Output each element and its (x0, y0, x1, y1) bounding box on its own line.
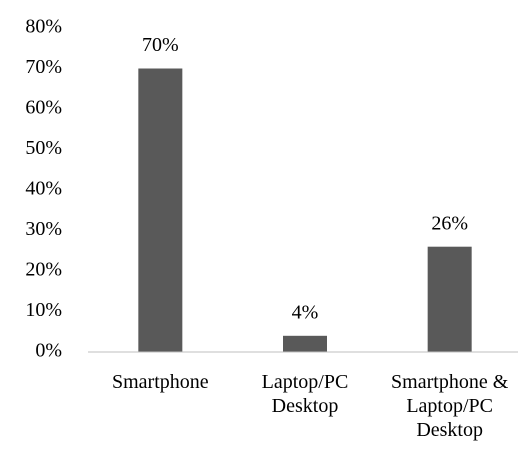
data-label: 26% (431, 212, 468, 234)
data-label: 70% (142, 34, 179, 56)
y-tick-label: 80% (25, 16, 62, 38)
data-label: 4% (292, 301, 319, 323)
y-tick-label: 10% (25, 299, 62, 321)
bar (427, 246, 472, 352)
y-tick-label: 30% (25, 218, 62, 240)
y-tick-label: 0% (35, 340, 62, 362)
y-tick-label: 50% (25, 137, 62, 159)
x-tick-label: Smartphone & Laptop/PC Desktop (391, 371, 509, 441)
y-tick-label: 40% (25, 178, 62, 200)
y-tick-label: 60% (25, 97, 62, 119)
bar (138, 68, 183, 352)
x-tick-label: Laptop/PC Desktop (261, 371, 349, 417)
bar (283, 335, 327, 352)
y-tick-label: 20% (25, 259, 62, 281)
y-tick-label: 70% (25, 56, 62, 78)
x-tick-label: Smartphone (112, 371, 209, 393)
